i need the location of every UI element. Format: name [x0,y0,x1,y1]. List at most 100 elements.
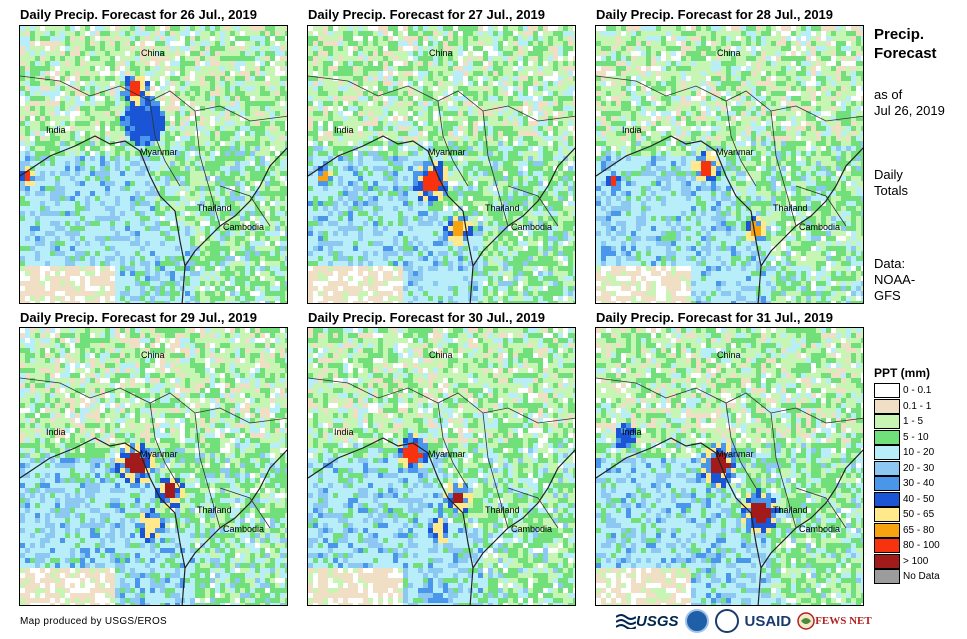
country-label-china: China [717,350,741,360]
usaid-logo-text: USAID [744,612,792,630]
legend-swatch [874,398,900,414]
daily-totals-line: Daily [874,167,903,182]
data-source-line: Data: [874,256,906,271]
legend-item: 1 - 5 [874,414,940,430]
legend-label: 0.1 - 1 [903,400,932,412]
side-title-line: Forecast [874,45,937,62]
daily-totals-line: Totals [874,183,908,198]
agency-logos: USGS USAID FEWS NET [616,606,878,636]
legend-swatch [874,476,900,492]
usgs-wave-icon [616,614,636,629]
forecast-map-jul30: China India Myanmar Thailand Cambodia [307,327,576,606]
precip-field [20,328,287,605]
country-borders [20,75,287,227]
legend-label: 80 - 100 [903,540,940,552]
fews-logo-text: FEWS NET [815,615,872,627]
legend-label: No Data [903,571,940,583]
coastline [596,437,863,605]
forecast-map-jul26: China India Myanmar Thailand Cambodia [19,25,288,304]
coastline [308,437,575,605]
precip-field [308,328,575,605]
country-label-china: China [429,350,453,360]
legend-title: PPT (mm) [874,366,931,380]
legend-label: 10 - 20 [903,447,935,459]
legend-label: 5 - 10 [903,431,929,443]
country-borders [308,75,575,227]
side-title-line: Precip. [874,26,925,43]
country-label-india: India [334,125,354,135]
legend-item: > 100 [874,553,940,570]
country-borders [596,377,863,529]
country-label-myanmar: Myanmar [140,449,178,459]
legend-swatch [874,569,900,585]
legend-swatch [874,522,900,538]
country-label-cambodia: Cambodia [511,524,553,534]
as-of-label: as of [874,87,903,102]
forecast-map-jul27: China India Myanmar Thailand Cambodia [307,25,576,304]
legend-label: 40 - 50 [903,493,935,505]
fews-globe-icon [797,612,815,630]
country-label-thailand: Thailand [485,505,520,515]
data-source-line: GFS [874,288,901,303]
forecast-map-jul28: China India Myanmar Thailand Cambodia [595,25,864,304]
usaid-logo: USAID [745,613,792,630]
legend-item: No Data [874,569,940,585]
legend-swatch [874,445,900,461]
country-label-myanmar: Myanmar [428,147,466,157]
legend-label: 0 - 0.1 [903,385,932,397]
legend-label: 20 - 30 [903,462,935,474]
country-label-thailand: Thailand [485,203,520,213]
country-borders [596,75,863,227]
country-label-cambodia: Cambodia [223,524,265,534]
legend-label: 50 - 65 [903,509,935,521]
fews-net-logo: FEWS NET [797,612,872,630]
country-label-cambodia: Cambodia [799,524,841,534]
precip-field [308,26,575,303]
precip-field [596,328,863,605]
legend-item: 80 - 100 [874,538,940,554]
usgs-logo: USGS [616,613,679,630]
map-credit: Map produced by USGS/EROS [20,616,168,627]
forecast-map-jul29: China India Myanmar Thailand Cambodia [19,327,288,606]
forecast-map-jul31: China India Myanmar Thailand Cambodia [595,327,864,606]
country-label-cambodia: Cambodia [799,222,841,232]
legend-swatch [874,460,900,476]
country-label-thailand: Thailand [197,505,232,515]
country-label-china: China [717,48,741,58]
coastline [20,135,287,303]
country-label-cambodia: Cambodia [223,222,265,232]
panel-title: Daily Precip. Forecast for 31 Jul., 2019 [596,310,834,325]
coastline [596,135,863,303]
legend: 0 - 0.1 0.1 - 1 1 - 5 5 - 10 10 - 20 20 - 30 3… [874,383,940,585]
country-label-india: India [622,125,642,135]
panel-title: Daily Precip. Forecast for 26 Jul., 2019 [20,7,258,22]
legend-swatch [874,553,900,569]
country-label-india: India [334,427,354,437]
country-label-india: India [46,125,66,135]
precip-field [596,26,863,303]
legend-item: 50 - 65 [874,507,940,523]
country-label-thailand: Thailand [197,203,232,213]
legend-item: 0.1 - 1 [874,398,940,415]
as-of-value: Jul 26, 2019 [874,103,945,118]
country-label-thailand: Thailand [773,203,808,213]
daily-totals-note: Daily Totals [874,167,908,199]
country-label-india: India [46,427,66,437]
legend-item: 40 - 50 [874,491,940,508]
legend-label: 65 - 80 [903,524,935,536]
country-borders [20,377,287,529]
precip-field [20,26,287,303]
noaa-logo [684,609,709,633]
legend-swatch [874,491,900,507]
country-label-myanmar: Myanmar [428,449,466,459]
data-source: Data: NOAA- GFS [874,256,915,304]
dhs-logo [714,609,739,633]
country-label-myanmar: Myanmar [716,449,754,459]
side-title: Precip. Forecast [874,25,937,63]
panel-title: Daily Precip. Forecast for 28 Jul., 2019 [596,7,834,22]
legend-label: 30 - 40 [903,478,935,490]
legend-swatch [874,429,900,445]
usgs-logo-text: USGS [636,612,679,630]
country-label-myanmar: Myanmar [140,147,178,157]
country-label-china: China [141,48,165,58]
